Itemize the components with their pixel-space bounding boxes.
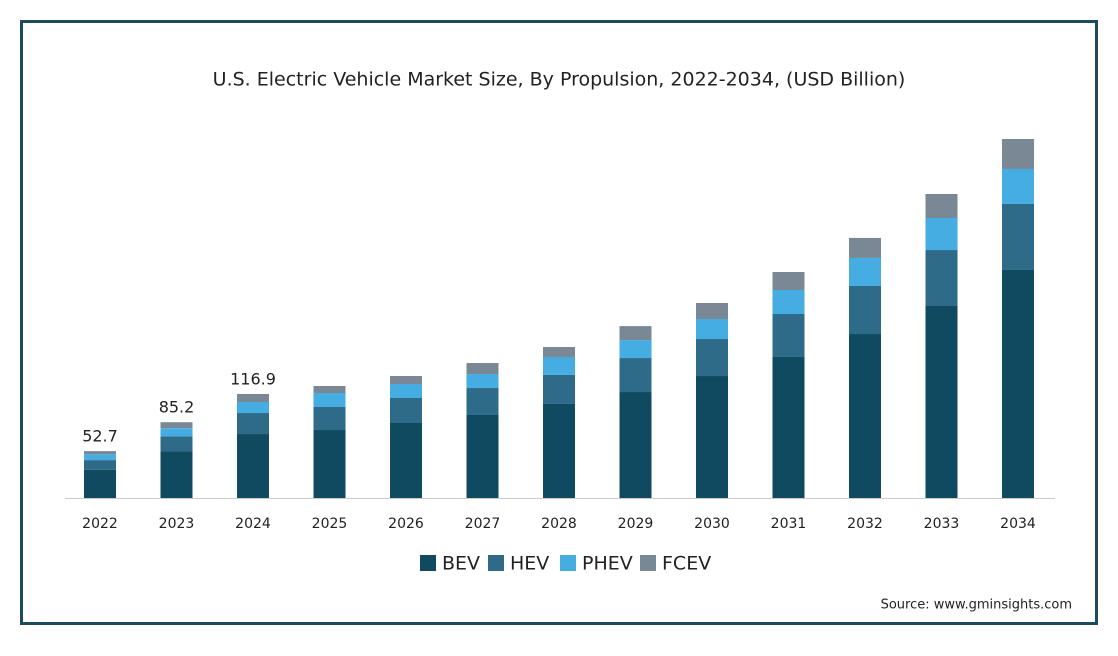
bar-segment <box>772 272 805 290</box>
bar-segment <box>849 237 881 258</box>
bar-segment <box>466 374 499 389</box>
bar-segment <box>237 434 269 498</box>
bar-segment <box>543 374 575 404</box>
total-label: 52.7 <box>82 427 118 446</box>
legend-label: FCEV <box>662 553 711 575</box>
x-tick-label: 2022 <box>82 516 118 532</box>
bar-segment <box>619 340 652 359</box>
bar-segment <box>772 356 805 498</box>
bar-segment <box>1002 139 1034 169</box>
bar-segment <box>619 326 652 341</box>
bar-segment <box>849 257 881 286</box>
bar-segment <box>925 193 958 219</box>
bar-segment <box>84 469 116 498</box>
bar-segment <box>696 339 728 377</box>
bar-segment <box>696 376 728 498</box>
legend-swatch <box>640 555 656 571</box>
bar-segment <box>696 302 728 319</box>
bar-segment <box>160 422 193 429</box>
bar-segment <box>466 388 499 415</box>
bar-segment <box>1002 203 1034 270</box>
x-tick-label: 2025 <box>312 516 348 532</box>
x-tick-label: 2029 <box>618 516 654 532</box>
source: Source: www.gminsights.com <box>881 598 1072 613</box>
x-tick-label: 2033 <box>924 516 960 532</box>
bar-segment <box>313 430 346 498</box>
bar-segment <box>543 356 575 375</box>
bar-segment <box>237 393 269 402</box>
bar-segment <box>925 250 958 306</box>
bar-segment <box>313 406 346 431</box>
x-tick-label: 2023 <box>159 516 195 532</box>
bar-segment <box>390 422 422 498</box>
x-tick-label: 2032 <box>847 516 883 532</box>
frame <box>20 20 1098 625</box>
bar-segment <box>772 289 805 315</box>
bar-segment <box>1002 269 1034 498</box>
x-tick-label: 2030 <box>694 516 730 532</box>
legend-label: PHEV <box>582 553 633 575</box>
x-tick-label: 2026 <box>388 516 424 532</box>
legend-swatch <box>420 555 436 571</box>
x-tick-label: 2031 <box>771 516 807 532</box>
bar-segment <box>543 403 575 498</box>
x-tick-label: 2024 <box>235 516 271 532</box>
bar-segment <box>543 347 575 357</box>
bar-segment <box>466 414 499 498</box>
x-tick-label: 2028 <box>541 516 577 532</box>
bar-segment <box>1002 168 1034 204</box>
bar-segment <box>849 285 881 335</box>
x-tick-label: 2027 <box>465 516 501 532</box>
bar-segment <box>466 363 499 375</box>
bar-segment <box>237 401 269 414</box>
legend-swatch <box>488 555 504 571</box>
bar-segment <box>84 454 116 461</box>
bar-segment <box>84 460 116 470</box>
legend-label: BEV <box>442 553 480 575</box>
legend-label: HEV <box>510 553 549 575</box>
bar-segment <box>696 318 728 340</box>
bar-segment <box>237 413 269 435</box>
bar-segment <box>313 385 346 394</box>
bar-segment <box>313 393 346 407</box>
bar-segment <box>160 436 193 452</box>
total-label: 116.9 <box>230 369 276 388</box>
bar-segment <box>390 384 422 398</box>
total-label: 85.2 <box>159 398 195 417</box>
bar-segment <box>772 314 805 357</box>
bar-segment <box>925 218 958 251</box>
bar-segment <box>390 376 422 385</box>
bar-segment <box>619 392 652 498</box>
bar-segment <box>925 305 958 498</box>
bar-segment <box>160 451 193 498</box>
bar-segment <box>160 428 193 437</box>
bar-segment <box>849 334 881 498</box>
legend-swatch <box>560 555 576 571</box>
bar-segment <box>619 358 652 393</box>
x-tick-label: 2034 <box>1000 516 1036 532</box>
chart-title: U.S. Electric Vehicle Market Size, By Pr… <box>213 69 906 91</box>
bar-segment <box>84 451 116 455</box>
bar-segment <box>390 397 422 423</box>
